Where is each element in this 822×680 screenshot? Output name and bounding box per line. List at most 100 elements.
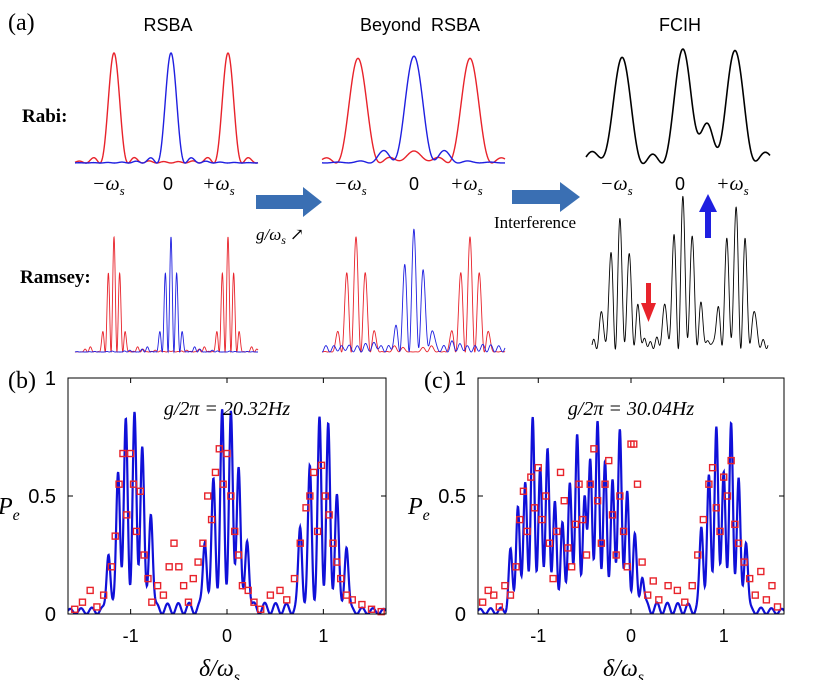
rabi-spectra — [74, 48, 771, 165]
data-point-9 — [123, 511, 131, 519]
data-point-55 — [342, 591, 351, 599]
data-point-0 — [71, 605, 79, 613]
data-point-39 — [633, 480, 642, 488]
data-point-54 — [720, 473, 728, 481]
data-point-53 — [333, 558, 341, 566]
data-point-57 — [358, 600, 366, 609]
data-point-42 — [283, 596, 291, 604]
data-point-15 — [545, 539, 554, 547]
data-point-42 — [649, 577, 657, 585]
data-point-10 — [126, 449, 135, 458]
data-point-43 — [290, 574, 299, 583]
data-point-49 — [317, 461, 326, 470]
tick-minus-omega-3: −ωs — [600, 173, 633, 198]
rabi-beyond-red — [321, 57, 506, 164]
data-point-20 — [564, 544, 572, 552]
data-point-8 — [119, 449, 127, 458]
data-point-57 — [731, 520, 739, 529]
data-point-50 — [705, 480, 713, 488]
xtick-label-0: -1 — [123, 626, 139, 646]
rabi-fcih-black — [585, 48, 771, 165]
data-point-29 — [597, 539, 606, 547]
ramsey-rsba-blue — [74, 236, 258, 354]
data-point-58 — [367, 605, 376, 613]
data-point-21 — [175, 563, 183, 571]
data-point-7 — [115, 480, 123, 488]
data-point-50 — [321, 492, 329, 500]
data-point-13 — [538, 515, 546, 524]
data-point-19 — [165, 563, 173, 571]
data-point-52 — [712, 504, 721, 512]
data-point-56 — [348, 596, 356, 604]
data-point-65 — [773, 603, 782, 611]
ytick-label-2: 1 — [45, 368, 56, 390]
ramsey-beyond-red — [321, 236, 506, 353]
data-point-56 — [727, 456, 735, 465]
ytick-label-0: 0 — [45, 604, 56, 626]
data-point-6 — [111, 532, 119, 540]
arrow-right-1 — [256, 187, 322, 217]
data-point-41 — [276, 586, 284, 595]
row-label-rabi: Rabi: — [22, 106, 67, 127]
data-point-4 — [99, 591, 108, 599]
data-point-37 — [244, 586, 252, 595]
tick-zero-3: 0 — [675, 174, 685, 194]
data-point-61 — [751, 591, 759, 599]
xtick-label-2: 1 — [719, 626, 729, 646]
data-point-41 — [643, 591, 652, 599]
tick-minus-omega-2: −ωs — [334, 173, 367, 198]
data-point-25 — [194, 558, 202, 566]
data-point-8 — [519, 487, 528, 495]
data-point-44 — [664, 581, 672, 590]
omega-tick-labels: −ωs 0 +ωs −ωs 0 +ωs −ωs 0 +ωs — [92, 173, 749, 198]
data-point-44 — [296, 539, 304, 547]
data-point-28 — [593, 497, 602, 505]
data-point-25 — [582, 551, 591, 559]
data-point-18 — [159, 591, 168, 599]
data-point-18 — [556, 468, 565, 477]
panel-b-label: (b) — [8, 368, 36, 394]
data-point-21 — [567, 563, 576, 571]
data-point-20 — [170, 539, 178, 547]
data-point-16 — [549, 574, 557, 583]
data-point-48 — [313, 527, 322, 536]
data-point-54 — [337, 574, 345, 583]
y-axis-label: Pe — [0, 494, 20, 524]
data-point-62 — [757, 567, 765, 576]
x-axis-label: δ/ωs — [199, 656, 240, 680]
data-point-60 — [745, 574, 754, 583]
data-point-43 — [655, 596, 663, 604]
data-point-11 — [530, 504, 539, 512]
data-point-6 — [512, 563, 520, 571]
data-point-16 — [148, 598, 156, 606]
data-point-33 — [612, 551, 620, 559]
data-point-1 — [78, 598, 87, 606]
data-point-27 — [590, 445, 598, 453]
data-point-32 — [608, 511, 617, 519]
chart-b: -1 0 1 0 0.5 1 g/2π = 20.32Hz Pe δ/ωs — [0, 368, 387, 680]
xtick-label-2: 1 — [318, 626, 328, 646]
col-title-beyond: Beyond RSBA — [360, 15, 480, 35]
data-point-45 — [302, 504, 310, 512]
arrow2-label: Interference — [494, 213, 576, 232]
x-axis-label: δ/ωs — [603, 656, 644, 680]
data-point-59 — [377, 607, 385, 616]
rabi-rsba-red — [74, 52, 259, 164]
data-point-53 — [716, 527, 724, 536]
tick-zero-1: 0 — [163, 174, 173, 194]
data-point-26 — [586, 480, 594, 488]
chart-title: g/2π = 30.04Hz — [568, 398, 695, 420]
data-point-14 — [140, 551, 148, 559]
ramsey-spectra — [74, 195, 769, 354]
data-point-4 — [501, 581, 509, 590]
data-point-59 — [740, 558, 748, 566]
data-point-5 — [506, 591, 515, 599]
tick-plus-omega-2: +ωs — [450, 173, 483, 198]
data-point-63 — [762, 596, 771, 604]
data-point-46 — [681, 598, 689, 606]
data-point-22 — [571, 520, 580, 529]
panel-a-label: (a) — [8, 10, 35, 36]
ytick-label-0: 0 — [455, 604, 466, 626]
ramsey-fcih-black — [591, 195, 769, 350]
data-point-34 — [231, 527, 239, 536]
